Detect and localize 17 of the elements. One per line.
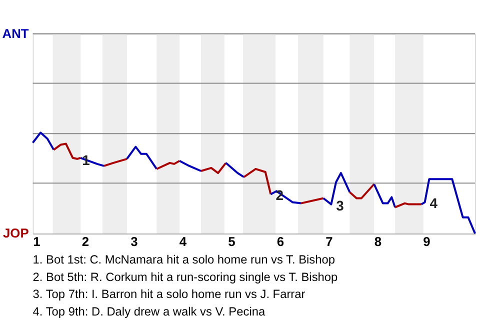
text: 2. Bot 5th: R. Corkum hit a run-scoring single vs T. Bishop	[32, 270, 338, 284]
x-tick-label: 8	[374, 234, 382, 249]
annotation: 4	[430, 195, 438, 212]
x-tick-label: 1	[33, 234, 40, 249]
text: 4. Top 9th: D. Daly drew a walk vs V. Pecina	[32, 304, 266, 319]
x-tick-label: 4	[179, 234, 188, 249]
x-tick-label: 9	[423, 234, 430, 249]
x-tick-label: 5	[228, 234, 236, 249]
text: 1. Bot 1st: C. McNamara hit a solo home run vs T. Bishop	[32, 252, 336, 266]
text: ANT	[2, 26, 29, 41]
x-tick-label: 3	[130, 234, 138, 249]
x-tick-label: 2	[82, 234, 90, 249]
text: 3. Top 7th: I. Barron hit a solo home run vs J. Farrar	[32, 287, 306, 302]
x-tick-label: 6	[276, 234, 284, 249]
x-tick-label: 7	[326, 234, 333, 249]
text: JOP	[2, 226, 30, 241]
annotation: 3	[336, 197, 344, 214]
